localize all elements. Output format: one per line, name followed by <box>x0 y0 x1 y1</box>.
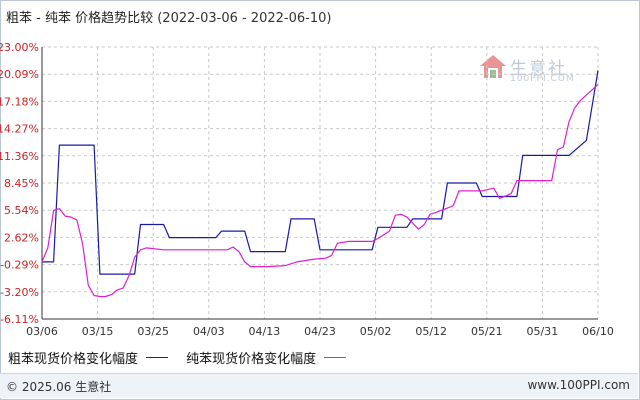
x-tick-label: 03/06 <box>26 325 58 338</box>
legend-swatch-blue <box>146 357 169 358</box>
chart-date-range: (2022-03-06 - 2022-06-10) <box>157 11 332 26</box>
y-tick-label: -6.11% <box>0 313 39 326</box>
x-tick-label: 05/21 <box>471 325 503 338</box>
y-tick-label: 17.18% <box>0 95 39 108</box>
y-tick-label: -0.29% <box>0 259 39 272</box>
x-tick-label: 04/13 <box>249 325 281 338</box>
y-tick-label: 14.27% <box>0 123 39 136</box>
tick-label-layer: 23.00% 20.09% 17.18% 14.27% 11.36% 8.45% 5.54%… <box>0 41 614 338</box>
footer-site-link[interactable]: www.100PPI.com <box>527 378 630 392</box>
y-tick-label: 2.62% <box>4 231 39 244</box>
x-tick-label: 05/12 <box>415 325 447 338</box>
axis-layer <box>41 47 598 320</box>
legend-item-crude-benzene: 粗苯现货价格变化幅度 <box>8 348 169 367</box>
x-tick-label: 06/10 <box>582 325 614 338</box>
x-tick-label: 03/15 <box>82 325 114 338</box>
y-tick-label: 11.36% <box>0 150 39 163</box>
y-tick-label: 23.00% <box>0 41 39 54</box>
series-line-pure-benzene <box>41 83 599 298</box>
footer-bar: © 2025.06 生意社 www.100PPI.com <box>0 373 638 398</box>
series-layer <box>41 70 599 298</box>
chart-legend: 粗苯现货价格变化幅度 纯苯现货价格变化幅度 <box>8 348 360 367</box>
watermark-url: 100PPI.COM <box>510 74 575 84</box>
y-tick-label: -3.20% <box>0 286 39 299</box>
footer-copyright: © 2025.06 生意社 <box>6 380 112 394</box>
legend-item-pure-benzene: 纯苯现货价格变化幅度 <box>186 348 347 367</box>
legend-label: 粗苯现货价格变化幅度 <box>8 352 139 367</box>
chart-title-text: 粗苯 - 纯苯 价格趋势比较 <box>6 11 154 26</box>
x-tick-label: 05/31 <box>527 325 559 338</box>
x-tick-label: 04/03 <box>193 325 225 338</box>
y-tick-label: 8.45% <box>4 177 39 190</box>
grid-layer <box>41 46 599 320</box>
legend-label: 纯苯现货价格变化幅度 <box>186 352 317 367</box>
legend-swatch-magenta <box>324 357 347 358</box>
y-tick-label: 5.54% <box>4 204 39 217</box>
y-tick-label: 20.09% <box>0 68 39 81</box>
chart-title: 粗苯 - 纯苯 价格趋势比较 (2022-03-06 - 2022-06-10) <box>6 7 331 26</box>
x-tick-label: 03/25 <box>137 325 169 338</box>
x-tick-label: 05/02 <box>360 325 392 338</box>
x-tick-label: 04/23 <box>304 325 336 338</box>
